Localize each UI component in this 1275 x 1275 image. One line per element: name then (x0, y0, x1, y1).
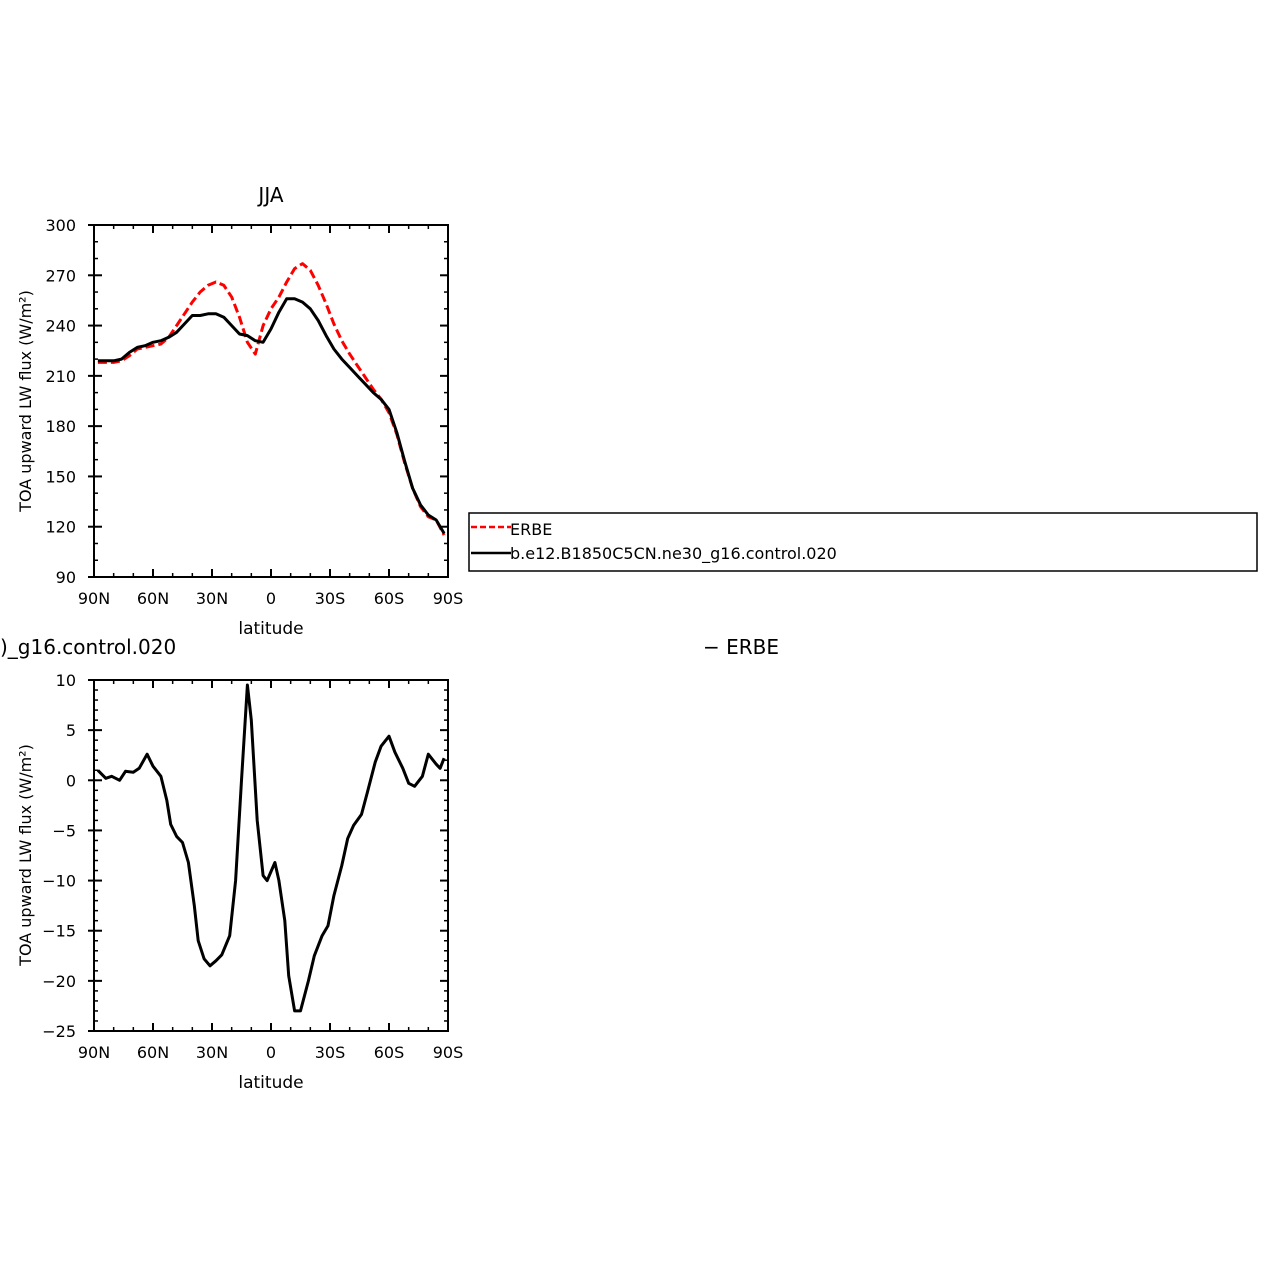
bottom-y-tick-label: −25 (42, 1022, 76, 1041)
top-x-tick-label: 30N (196, 589, 228, 608)
bottom-y-axis-label: TOA upward LW flux (W/m²) (16, 744, 35, 967)
top-plot-frame (93, 224, 449, 578)
top-series-line-erbe (97, 262, 446, 536)
top-x-tick-label: 90S (433, 589, 464, 608)
top-y-axis-label: TOA upward LW flux (W/m²) (16, 290, 35, 513)
bottom-x-axis-label: latitude (238, 1073, 303, 1093)
top-y-tick-label: 120 (45, 518, 76, 537)
top-y-tick-label: 240 (45, 317, 76, 336)
bottom-x-tick-label: 90N (78, 1043, 110, 1062)
bottom-y-tick-label: 10 (56, 671, 76, 690)
top-y-tick-label: 180 (45, 417, 76, 436)
bottom-x-tick-label: 30S (315, 1043, 346, 1062)
bottom-series-line-0 (96, 683, 446, 1013)
bottom-panel: )_g16.control.020 − ERBE 90N 60N 30N 0 30S 60… (0, 635, 779, 1093)
top-y-tick-label: 90 (56, 568, 76, 587)
bottom-y-tick-label: 5 (66, 721, 76, 740)
top-title: JJA (256, 183, 283, 207)
bottom-x-tick-label: 90S (433, 1043, 464, 1062)
top-x-axis-label: latitude (238, 619, 303, 639)
top-y-tick-label: 150 (45, 467, 76, 486)
bottom-y-tick-label: −20 (42, 972, 76, 991)
bottom-x-tick-label: 60N (137, 1043, 169, 1062)
top-x-tick-label: 30S (315, 589, 346, 608)
bottom-x-tick-label: 0 (266, 1043, 276, 1062)
bottom-title-right: − ERBE (703, 635, 779, 659)
top-series-line-b (97, 297, 446, 535)
top-panel: JJA 90N 60N 30N 0 30S 60S 90S 90 120 150 180 210 240… (16, 183, 463, 639)
top-y-tick-label: 300 (45, 216, 76, 235)
top-y-tick-label: 210 (45, 367, 76, 386)
top-x-tick-label: 60N (137, 589, 169, 608)
bottom-y-tick-label: −5 (52, 821, 76, 840)
top-x-tick-label: 0 (266, 589, 276, 608)
top-y-tick-label: 270 (45, 266, 76, 285)
bottom-y-tick-label: −15 (42, 922, 76, 941)
bottom-x-tick-label: 30N (196, 1043, 228, 1062)
bottom-plot-frame (93, 679, 449, 1032)
bottom-title-left: )_g16.control.020 (0, 635, 176, 659)
top-x-tick-label: 60S (374, 589, 405, 608)
bottom-x-tick-label: 60S (374, 1043, 405, 1062)
legend-erbe-label: ERBE (510, 520, 552, 539)
legend-box (468, 512, 1258, 572)
legend: ERBE b.e12.B1850C5CN.ne30_g16.control.02… (468, 512, 1258, 572)
legend-model-label: b.e12.B1850C5CN.ne30_g16.control.020 (510, 544, 837, 564)
bottom-y-tick-label: −10 (42, 872, 76, 891)
top-x-tick-label: 90N (78, 589, 110, 608)
bottom-y-tick-label: 0 (66, 771, 76, 790)
